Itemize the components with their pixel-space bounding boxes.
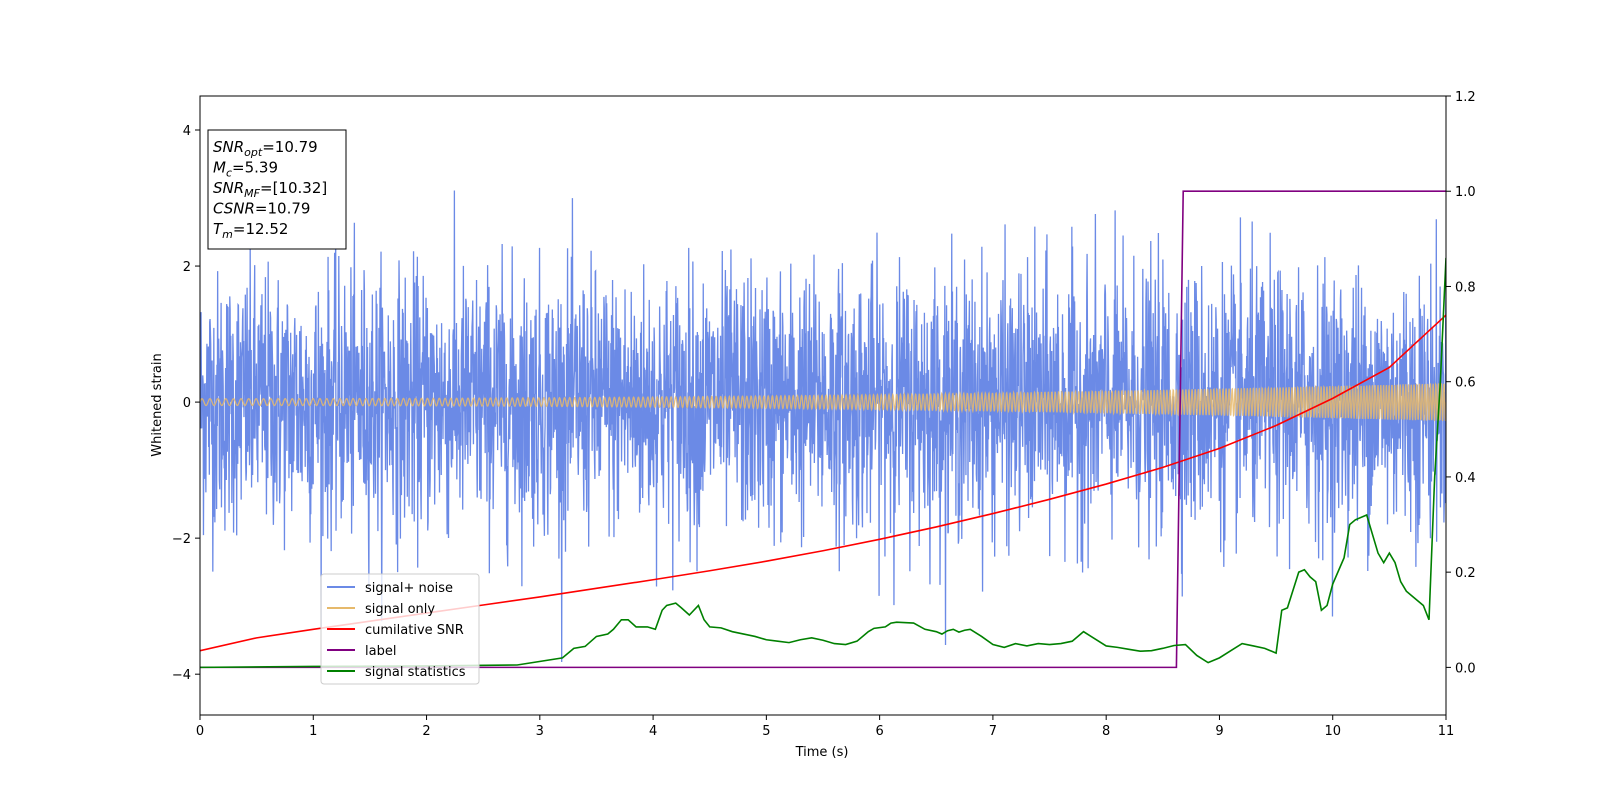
y-axis-left: 4 2 0 −2 −4 [172,124,200,683]
plot-frame [199,95,1447,716]
x-tick-label: 10 [1324,724,1341,739]
x-tick-label: 0 [196,724,204,739]
y-right-tick-label: 0.2 [1455,566,1476,581]
legend-label: label [365,644,396,659]
legend-item: signal statistics [327,665,466,680]
y-left-tick-label: 4 [183,124,191,139]
x-tick-label: 9 [1215,724,1223,739]
x-tick-label: 5 [762,724,770,739]
y-right-tick-label: 0.6 [1455,376,1476,391]
legend-label: signal statistics [365,665,466,680]
series-3 [200,190,1446,669]
x-tick-label: 11 [1438,724,1455,739]
legend: signal+ noise signal only cumilative SNR la… [320,573,480,685]
series-line-signal-only [200,382,1446,422]
x-tick-label: 6 [875,724,883,739]
y-right-tick-label: 0.0 [1455,661,1476,676]
legend-item: signal+ noise [327,581,453,596]
legend-item: signal only [327,602,435,617]
y-left-tick-label: 0 [183,396,191,411]
annotation-line: SNRopt=10.79 [213,138,318,159]
legend-frame [320,573,480,685]
annotation-line: SNRMF=[10.32] [213,179,327,200]
x-axis: 0 1 2 3 4 5 6 7 8 9 10 11 [196,715,1454,739]
series-1 [200,382,1446,422]
y-left-tick-label: −4 [172,668,191,683]
annotation-line: Mc=5.39 [213,159,278,180]
y-left-tick-label: −2 [172,532,191,547]
y-axis-right: 1.2 1.0 0.8 0.6 0.4 0.2 0.0 [1446,90,1476,676]
x-tick-label: 8 [1102,724,1110,739]
legend-item: label [327,644,396,659]
y-axis-label: Whitened strain [150,353,165,456]
annotation-line: Tm=12.52 [213,220,288,241]
x-tick-label: 3 [536,724,544,739]
legend-label: signal+ noise [365,581,453,596]
y-right-tick-label: 0.4 [1455,471,1476,486]
series-0 [200,190,1446,662]
annotation-line: CSNR=10.79 [213,200,310,218]
legend-label: signal only [365,602,435,617]
x-tick-label: 1 [309,724,317,739]
x-tick-label: 2 [422,724,430,739]
x-axis-label: Time (s) [795,745,849,760]
x-tick-label: 4 [649,724,657,739]
series-line-3 [200,190,1446,669]
y-left-tick-label: 2 [183,260,191,275]
annotation-box: SNRopt=10.79Mc=5.39SNRMF=[10.32]CSNR=10.… [207,129,347,250]
series-line-4 [200,257,1446,669]
legend-item: cumilative SNR [327,623,464,638]
y-right-tick-label: 1.0 [1455,185,1476,200]
annotation-frame [207,129,347,250]
x-tick-label: 7 [989,724,997,739]
legend-label: cumilative SNR [365,623,464,638]
series-4 [200,257,1446,669]
y-right-tick-label: 1.2 [1455,90,1476,105]
series-line-signal-noise [200,190,1446,662]
y-right-tick-label: 0.8 [1455,280,1476,295]
